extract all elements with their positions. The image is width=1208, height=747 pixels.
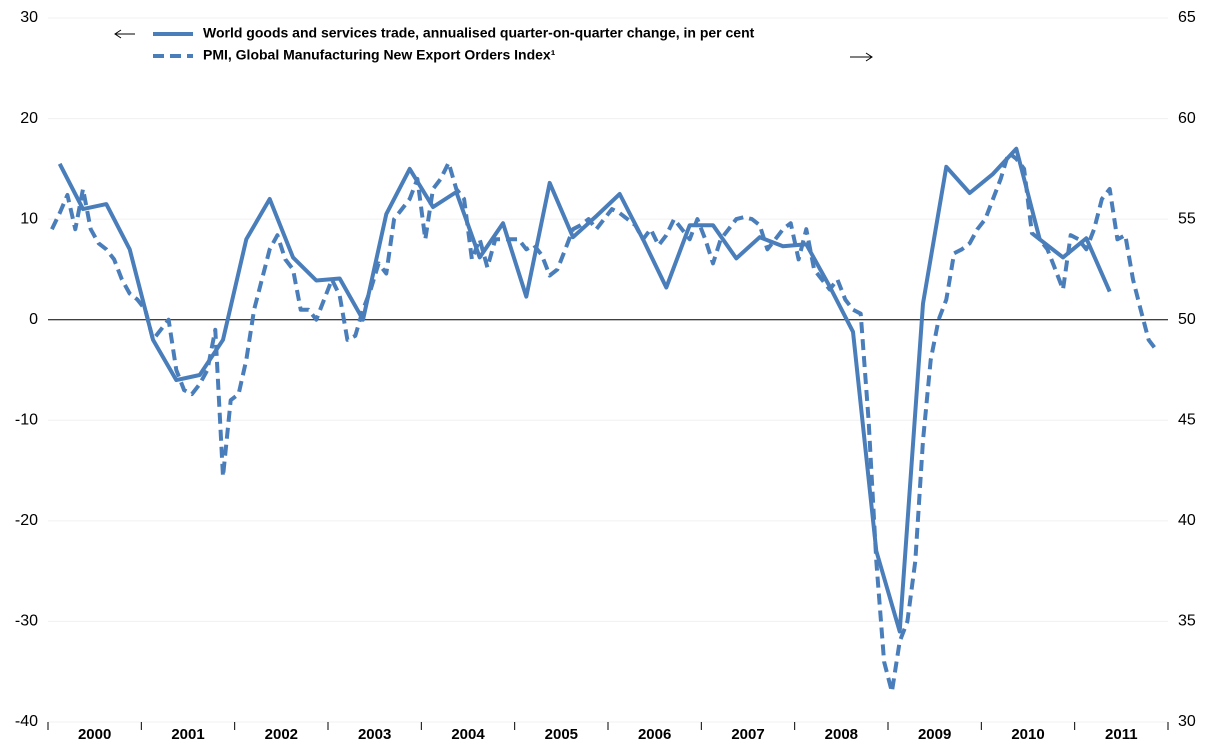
y-tick-label: 30 <box>20 9 38 26</box>
legend-arrow-head <box>114 29 122 39</box>
legend-label: World goods and services trade, annualis… <box>203 25 755 41</box>
y-tick-label: -40 <box>15 713 38 730</box>
series-line <box>57 146 1112 634</box>
x-tick-label: 2002 <box>265 726 298 743</box>
y2-tick-label: 30 <box>1178 713 1196 730</box>
y-tick-label: 20 <box>20 110 38 127</box>
y2-tick-label: 55 <box>1178 210 1196 227</box>
y-tick-label: -30 <box>15 613 38 630</box>
y2-tick-label: 40 <box>1178 512 1196 529</box>
x-tick-label: 2009 <box>918 726 951 743</box>
x-tick-label: 2010 <box>1011 726 1044 743</box>
legend-label: PMI, Global Manufacturing New Export Ord… <box>203 47 556 63</box>
series-line <box>50 150 1158 694</box>
x-tick-label: 2007 <box>731 726 764 743</box>
y-tick-label: 0 <box>29 311 38 328</box>
x-tick-label: 2000 <box>78 726 111 743</box>
x-tick-label: 2003 <box>358 726 391 743</box>
y2-tick-label: 60 <box>1178 110 1196 127</box>
x-tick-label: 2006 <box>638 726 671 743</box>
y-tick-label: 10 <box>20 210 38 227</box>
y-tick-label: -20 <box>15 512 38 529</box>
x-tick-label: 2005 <box>545 726 578 743</box>
x-tick-label: 2008 <box>825 726 858 743</box>
x-tick-label: 2001 <box>171 726 204 743</box>
x-tick-label: 2004 <box>451 726 485 743</box>
y2-tick-label: 65 <box>1178 9 1196 26</box>
y2-tick-label: 35 <box>1178 613 1196 630</box>
y2-tick-label: 45 <box>1178 412 1196 429</box>
y-tick-label: -10 <box>15 412 38 429</box>
x-tick-label: 2011 <box>1105 726 1138 743</box>
legend-arrow-head <box>865 52 873 62</box>
y2-tick-label: 50 <box>1178 311 1196 328</box>
